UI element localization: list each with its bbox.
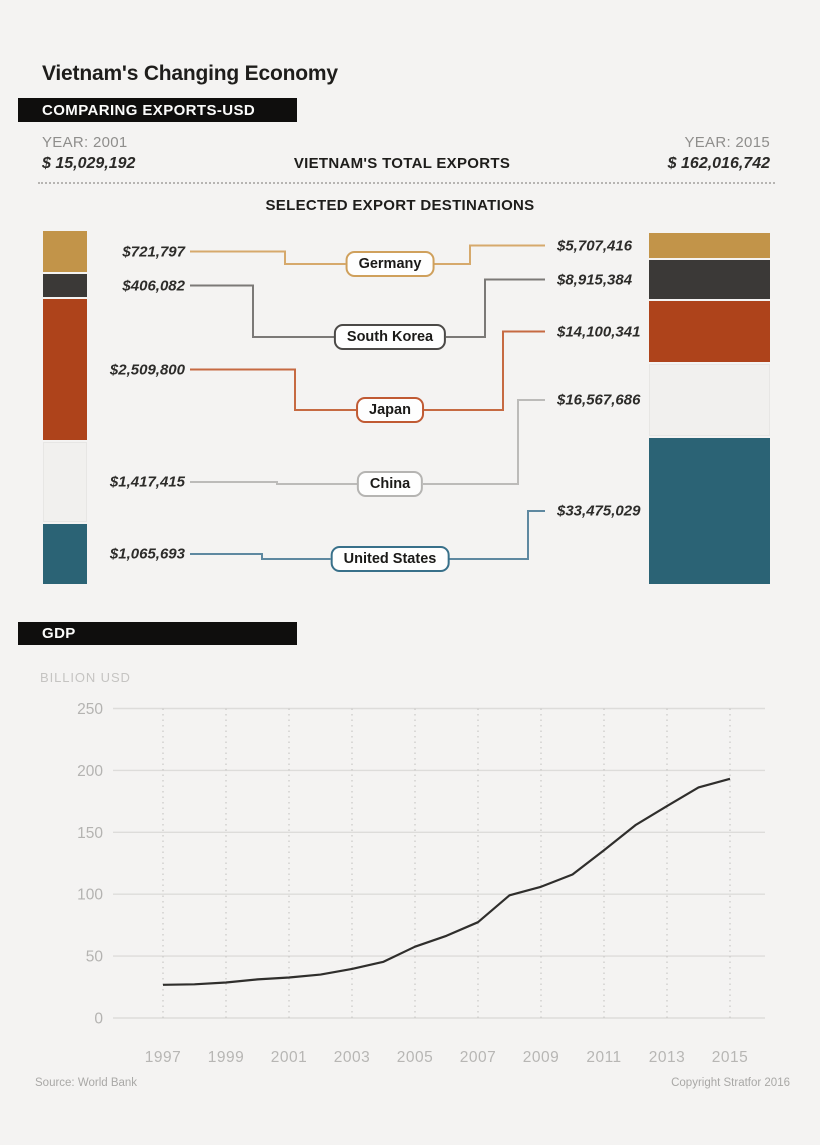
country-pill-germany: Germany [345,251,435,277]
source-credit: Source: World Bank [35,1077,138,1089]
gdp-xtick-2011: 2011 [586,1049,621,1066]
export-value-2001-south-korea: $406,082 [122,277,185,294]
exports-2001-summary: YEAR: 2001 $ 15,029,192 [42,134,135,173]
connector-united-states [190,553,331,560]
connector-germany [190,250,346,265]
connector-china [190,481,357,485]
export-bar-segment-china-2001 [43,442,87,522]
gdp-banner-label: GDP [42,625,76,642]
year-2001-label: YEAR: 2001 [42,134,128,151]
export-value-2015-germany: $5,707,416 [557,237,633,254]
country-pill-south-korea: South Korea [333,324,447,350]
gdp-ytick-200: 200 [77,763,103,780]
gdp-ytick-100: 100 [77,887,103,904]
export-bar-segment-united-states-2001 [43,524,87,584]
connector-japan [190,368,356,411]
total-exports-title: VIETNAM'S TOTAL EXPORTS [293,155,511,172]
country-pill-china: China [356,471,424,497]
gdp-ytick-150: 150 [77,825,103,842]
gdp-xtick-1999: 1999 [208,1049,244,1066]
gdp-xtick-2013: 2013 [649,1049,685,1066]
year-2015-label: YEAR: 2015 [684,134,770,151]
export-value-2001-united-states: $1,065,693 [109,545,185,563]
connector-germany [434,244,545,265]
connector-united-states [449,510,545,560]
export-value-2015-japan: $14,100,341 [557,323,641,340]
total-exports-2015-value: $ 162,016,742 [667,155,770,172]
export-value-2001-japan: $2,509,800 [109,361,185,378]
gdp-xtick-2003: 2003 [334,1049,370,1066]
export-bar-segment-germany-2001 [43,231,87,272]
export-bar-segment-south-korea-2015 [649,260,770,299]
gdp-xtick-2001: 2001 [271,1049,307,1066]
gdp-data-line [162,777,731,986]
total-exports-2001-value: $ 15,029,192 [42,155,136,172]
export-bar-segment-china-2015 [649,364,770,436]
export-bar-segment-germany-2015 [649,233,770,258]
export-value-2015-china: $16,567,686 [557,391,641,409]
gdp-xtick-2015: 2015 [712,1049,748,1066]
gdp-xtick-2009: 2009 [523,1049,559,1066]
connector-china [423,399,545,485]
gdp-chart-svg: 0 50 100 150 200 250 1997 1999 2001 2003 2005 2007 2… [77,701,765,1066]
gdp-ytick-0: 0 [94,1011,103,1028]
export-bar-segment-united-states-2015 [649,438,770,584]
export-value-2015-united-states: $33,475,029 [557,502,641,520]
gdp-xtick-1997: 1997 [145,1049,181,1066]
exports-2015-summary: YEAR: 2015 $ 162,016,742 [668,134,770,173]
export-bar-segment-south-korea-2001 [43,274,87,297]
gdp-xtick-2005: 2005 [397,1049,433,1066]
connector-south-korea [446,278,545,338]
country-pill-united-states: United States [330,546,450,572]
copyright-credit: Copyright Stratfor 2016 [671,1077,790,1089]
export-value-2015-south-korea: $8,915,384 [557,271,633,288]
export-value-2001-china: $1,417,415 [109,473,185,491]
gdp-xtick-2007: 2007 [460,1049,496,1066]
export-bar-segment-japan-2015 [649,301,770,362]
country-pill-japan: Japan [356,397,424,423]
export-bar-segment-japan-2001 [43,299,87,440]
section-banner-comparing-exports: COMPARING EXPORTS-USD [18,98,297,122]
export-value-2001-germany: $721,797 [122,243,185,260]
dotted-divider [38,182,775,184]
page-title: Vietnam's Changing Economy [42,62,338,85]
gdp-y-axis-label: BILLION USD [40,670,131,685]
selected-destinations-title: SELECTED EXPORT DESTINATIONS [265,197,535,214]
gdp-ytick-50: 50 [86,949,104,966]
section-banner-label: COMPARING EXPORTS-USD [42,101,256,119]
section-banner-gdp: GDP [18,622,297,645]
gdp-ytick-250: 250 [77,701,103,718]
connector-south-korea [190,284,334,338]
